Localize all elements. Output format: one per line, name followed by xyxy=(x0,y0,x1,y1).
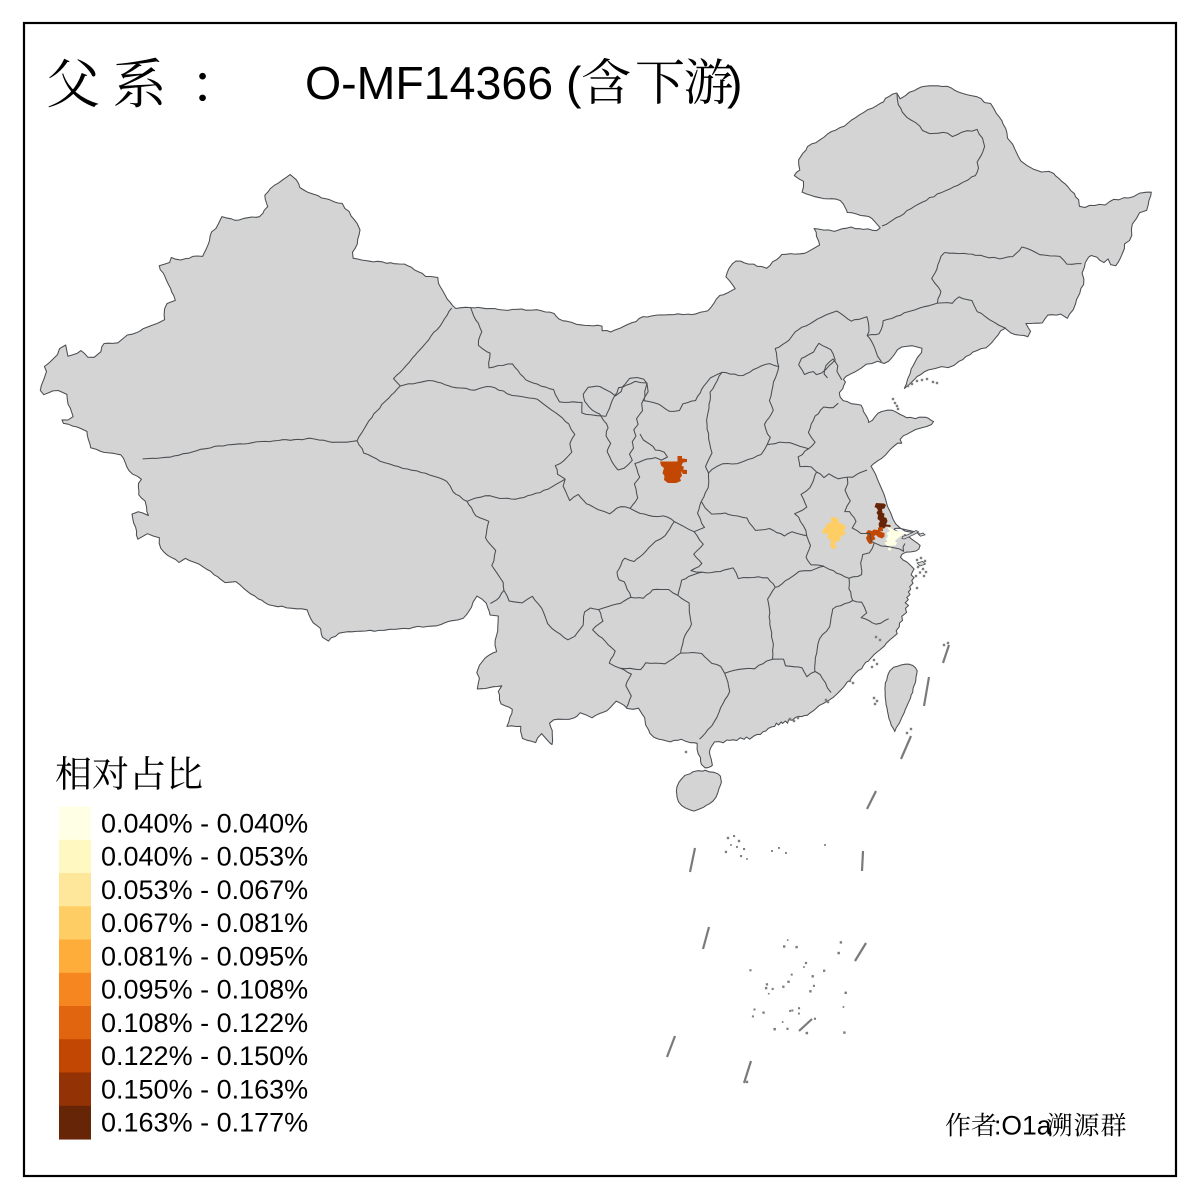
svg-text:0.163% - 0.177%: 0.163% - 0.177% xyxy=(101,1108,308,1138)
svg-text:0.150% - 0.163%: 0.150% - 0.163% xyxy=(101,1074,308,1104)
svg-text:0.040% - 0.040%: 0.040% - 0.040% xyxy=(101,808,308,838)
svg-text:0.095% - 0.108%: 0.095% - 0.108% xyxy=(101,975,308,1005)
svg-text:): ) xyxy=(727,57,743,109)
svg-text::O1a: :O1a xyxy=(994,1111,1052,1141)
svg-text:0.067% - 0.081%: 0.067% - 0.081% xyxy=(101,908,308,938)
svg-text:0.122% - 0.150%: 0.122% - 0.150% xyxy=(101,1041,308,1071)
svg-text:0.053% - 0.067%: 0.053% - 0.067% xyxy=(101,875,308,905)
svg-text:0.108% - 0.122%: 0.108% - 0.122% xyxy=(101,1008,308,1038)
svg-text:O-MF14366 (: O-MF14366 ( xyxy=(305,57,582,109)
svg-text:0.081% - 0.095%: 0.081% - 0.095% xyxy=(101,941,308,971)
svg-text:0.040% - 0.053%: 0.040% - 0.053% xyxy=(101,842,308,872)
